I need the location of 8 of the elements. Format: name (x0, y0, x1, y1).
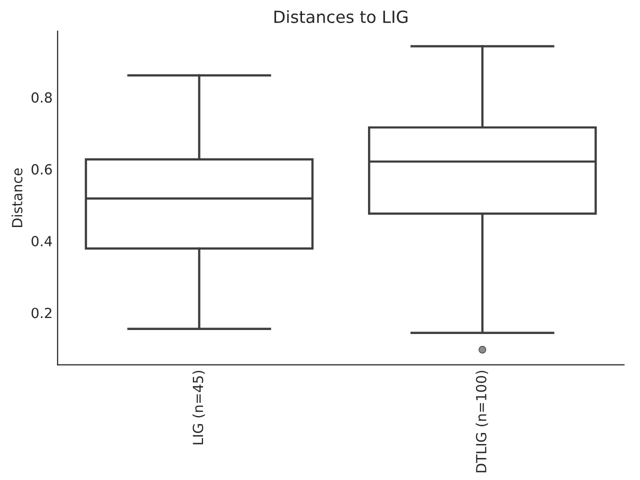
y-tick-label: 0.8 (32, 92, 52, 103)
y-tick-label: 0.4 (32, 236, 52, 246)
x-tick-label: DTLIG (n=100) (476, 370, 488, 472)
y-tick-label: 0.2 (32, 308, 52, 318)
chart-title: Distances to LIG (274, 10, 408, 24)
y-tick-label: 0.6 (32, 164, 52, 175)
x-tick-label: LIG (n=45) (192, 370, 205, 444)
y-axis-title: Distance (12, 168, 22, 227)
